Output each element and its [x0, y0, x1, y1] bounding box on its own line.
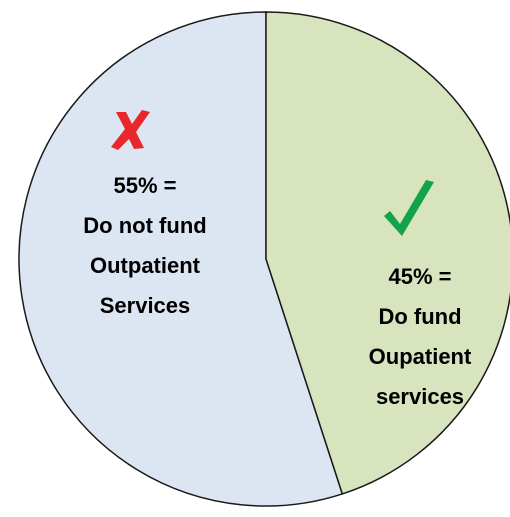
slices	[18, 11, 510, 507]
category-label: Outpatient	[90, 253, 201, 278]
category-label: Do fund	[378, 304, 461, 329]
pie-slice	[18, 11, 344, 507]
check-icon	[384, 180, 434, 236]
category-label: Do not fund	[83, 213, 206, 238]
category-label: Oupatient	[369, 344, 472, 369]
cross-icon	[111, 110, 150, 150]
value-label: 55% =	[114, 173, 177, 198]
category-label: Services	[100, 293, 191, 318]
check-shape	[384, 180, 434, 236]
category-label: services	[376, 384, 464, 409]
cross-shape	[111, 110, 150, 150]
value-label: 45% =	[389, 264, 452, 289]
